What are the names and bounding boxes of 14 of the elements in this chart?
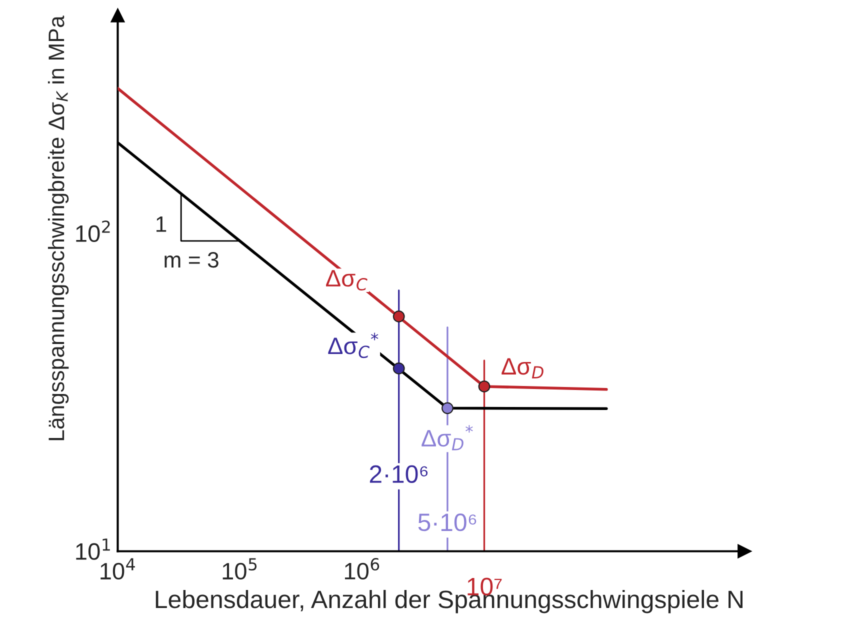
x-tick-label: 10$^{4}$ bbox=[100, 558, 135, 580]
annotation: Δσ$_{C}$$^{*}$ bbox=[328, 332, 378, 358]
y-axis-title: Längsspannungsschwingbreite Δσ$_{K}$ in MPa bbox=[48, 16, 69, 440]
annotation: Δσ$_{C}$ bbox=[326, 270, 368, 290]
x-tick-label: 10$^{6}$ bbox=[344, 558, 380, 580]
annotation: m = 3 bbox=[164, 252, 218, 268]
annotation: Δσ$_{D}$ bbox=[502, 358, 544, 378]
x-tick-label: 10$^{5}$ bbox=[222, 558, 257, 580]
ref-line-label: 5·10⁶ bbox=[418, 513, 476, 532]
y-tick-label: 10$^{1}$ bbox=[76, 538, 110, 560]
annotation: 1 bbox=[156, 216, 166, 232]
annotation: Δσ$_{D}$$^{*}$ bbox=[422, 425, 473, 450]
y-tick-label: 10$^{2}$ bbox=[76, 220, 110, 242]
ref-line-label: 2·10⁶ bbox=[370, 465, 428, 483]
